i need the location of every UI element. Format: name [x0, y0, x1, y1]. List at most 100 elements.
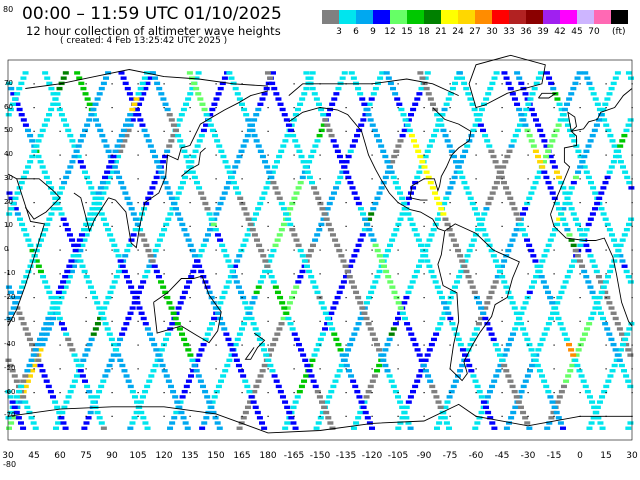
grid-dot [319, 178, 321, 180]
grid-dot [267, 178, 269, 180]
lat-max-label: 80 [3, 5, 14, 14]
grid-dot [449, 107, 451, 109]
legend-swatch [509, 10, 526, 24]
legend-swatch [339, 10, 356, 24]
lat-label: -40 [4, 340, 16, 348]
grid-dot [579, 249, 581, 251]
grid-dot [553, 249, 555, 251]
grid-dot [553, 297, 555, 299]
grid-dot [605, 297, 607, 299]
grid-dot [501, 130, 503, 132]
grid-dot [449, 202, 451, 204]
grid-dot [501, 225, 503, 227]
grid-dot [137, 415, 139, 417]
grid-dot [371, 368, 373, 370]
legend-label: 15 [401, 27, 413, 37]
grid-dot [553, 344, 555, 346]
lon-label: 15 [600, 451, 612, 461]
lon-label: 75 [80, 451, 92, 461]
grid-dot [59, 297, 61, 299]
grid-dot [137, 107, 139, 109]
grid-dot [59, 107, 61, 109]
grid-dot [605, 107, 607, 109]
grid-dot [267, 297, 269, 299]
grid-dot [605, 392, 607, 394]
grid-dot [85, 297, 87, 299]
grid-dot [59, 368, 61, 370]
legend-swatch [322, 10, 339, 24]
lon-label: -150 [309, 451, 331, 461]
grid-dot [345, 273, 347, 275]
grid-dot [33, 107, 35, 109]
lat-label: 30 [4, 173, 13, 182]
grid-dot [345, 202, 347, 204]
grid-dot [553, 273, 555, 275]
grid-dot [241, 107, 243, 109]
coastline [73, 192, 109, 233]
grid-dot [371, 130, 373, 132]
grid-dot [397, 107, 399, 109]
grid-dot [137, 178, 139, 180]
grid-dot [215, 368, 217, 370]
grid-dot [319, 249, 321, 251]
grid-dot [501, 83, 503, 85]
grid-dot [215, 107, 217, 109]
grid-dot [579, 154, 581, 156]
grid-dot [371, 178, 373, 180]
grid-dot [319, 273, 321, 275]
grid-dot [605, 368, 607, 370]
grid-dot [371, 297, 373, 299]
grid-dot [241, 392, 243, 394]
grid-dot [215, 249, 217, 251]
grid-dot [241, 249, 243, 251]
grid-dot [111, 83, 113, 85]
grid-dot [59, 344, 61, 346]
altimeter-tracks [5, 71, 635, 430]
grid-dot [475, 202, 477, 204]
grid-dot [345, 154, 347, 156]
grid-dot [215, 415, 217, 417]
grid-dot [605, 320, 607, 322]
grid-dot [85, 107, 87, 109]
lat-label: -50 [4, 363, 16, 372]
grid-dot [33, 392, 35, 394]
grid-dot [449, 154, 451, 156]
grid-dot [527, 202, 529, 204]
grid-dot [319, 368, 321, 370]
grid-dot [605, 273, 607, 275]
legend-label: 3 [336, 27, 342, 37]
legend-swatch [390, 10, 407, 24]
grid-dot [371, 83, 373, 85]
grid-dot [163, 83, 165, 85]
grid-dot [215, 320, 217, 322]
grid-dot [475, 297, 477, 299]
lat-label: -30 [4, 316, 16, 325]
grid-dot [423, 249, 425, 251]
grid-dot [137, 202, 139, 204]
grid-dot [33, 297, 35, 299]
grid-dot [423, 392, 425, 394]
lon-label: 30 [626, 451, 638, 461]
grid-dot [345, 392, 347, 394]
grid-dot [293, 415, 295, 417]
grid-dot [371, 225, 373, 227]
lat-label: 50 [4, 126, 13, 135]
map-frame [7, 59, 633, 441]
lon-label: -15 [546, 451, 562, 461]
grid-dot [319, 344, 321, 346]
grid-dot [33, 202, 35, 204]
grid-dot [33, 154, 35, 156]
grid-dot [501, 344, 503, 346]
grid-dot [475, 320, 477, 322]
legend-swatch [407, 10, 424, 24]
grid-dot [579, 297, 581, 299]
legend-label: 21 [435, 27, 447, 37]
grid-dot [553, 178, 555, 180]
grid-dot [163, 249, 165, 251]
grid-dot [215, 130, 217, 132]
grid-dot [527, 320, 529, 322]
grid-dot [111, 392, 113, 394]
lat-min-label: -80 [3, 460, 17, 469]
grid-dot [397, 297, 399, 299]
grid-dot [215, 392, 217, 394]
